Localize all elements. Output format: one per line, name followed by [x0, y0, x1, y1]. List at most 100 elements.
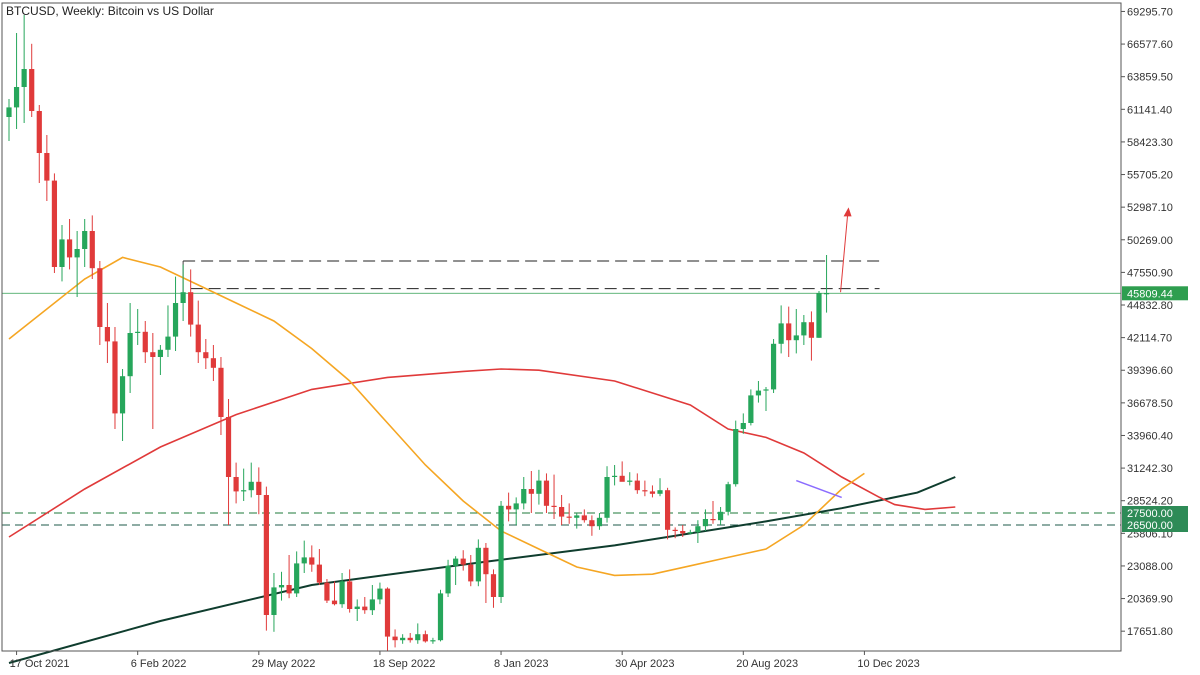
candle-body: [521, 489, 527, 504]
candle-body: [150, 352, 156, 357]
candle: [195, 300, 201, 363]
candle-body: [415, 634, 421, 641]
candle: [702, 509, 709, 531]
candle-body: [241, 490, 247, 492]
candle-body: [612, 475, 618, 477]
candle-body: [710, 519, 716, 521]
candle: [680, 525, 686, 537]
candle: [422, 630, 428, 643]
candle-body: [513, 503, 519, 510]
candle: [400, 634, 406, 644]
candle-body: [619, 475, 625, 482]
y-tick-label: 52987.10: [1127, 202, 1173, 214]
candle: [59, 225, 65, 282]
candle-body: [29, 69, 35, 111]
candle-body: [445, 565, 451, 594]
candle: [490, 569, 497, 608]
candle-body: [733, 429, 739, 485]
candle: [437, 589, 444, 642]
candle-body: [392, 636, 398, 641]
candle: [51, 173, 58, 273]
level-badge-label: 27500.00: [1127, 508, 1173, 520]
y-tick-label: 17651.80: [1127, 626, 1173, 638]
x-tick-label: 29 May 2022: [252, 658, 316, 670]
candle: [331, 581, 338, 606]
candle: [225, 399, 232, 525]
y-tick-label: 47550.90: [1127, 267, 1173, 279]
y-tick-label: 63859.50: [1127, 72, 1173, 84]
candle-body: [430, 640, 436, 642]
candle-body: [119, 376, 126, 414]
candle: [710, 501, 716, 524]
candle: [6, 99, 12, 141]
y-tick-label: 42114.70: [1127, 333, 1172, 345]
candle: [112, 327, 118, 429]
axes: 69295.70 66577.60 63859.50 61141.40 58423.30…: [1, 2, 1188, 670]
candle-body: [331, 600, 338, 605]
candle: [241, 468, 247, 501]
candle-body: [263, 495, 269, 615]
forecast-arrow-line: [840, 215, 849, 293]
candle-body: [59, 239, 65, 267]
candle-body: [506, 505, 512, 510]
y-tick-label: 33960.40: [1127, 430, 1173, 442]
candle-body: [543, 480, 550, 506]
candle: [248, 462, 254, 498]
candle: [506, 492, 512, 522]
y-tick-label: 20369.90: [1127, 594, 1173, 606]
candle: [142, 321, 148, 363]
candle-body: [66, 239, 73, 258]
candle-body: [301, 557, 307, 564]
level-badge: [1122, 518, 1188, 532]
y-tick-label: 58423.30: [1127, 137, 1173, 149]
x-tick-label: 10 Dec 2023: [857, 658, 919, 670]
candle-body: [74, 249, 80, 258]
candle-body: [172, 303, 179, 337]
candle: [157, 345, 163, 375]
candle-body: [483, 547, 489, 575]
candle-body: [725, 484, 731, 512]
candle-body: [256, 481, 262, 495]
candle-body: [740, 423, 746, 429]
level-badge-label: 26500.00: [1127, 520, 1173, 532]
candle-body: [657, 490, 663, 494]
candle: [657, 478, 663, 497]
forecast-arrow-head: [843, 207, 852, 217]
candle: [664, 487, 671, 540]
candle: [180, 264, 186, 321]
x-tick-label: 20 Aug 2023: [736, 658, 798, 670]
candle-body: [453, 558, 459, 566]
candle-body: [400, 637, 406, 641]
candle: [430, 637, 436, 644]
candle: [44, 135, 50, 201]
candle-body: [188, 292, 194, 325]
candle-body: [278, 585, 285, 588]
candle-body: [89, 231, 95, 269]
candle: [612, 465, 618, 486]
candle-body: [672, 529, 678, 531]
candle-body: [127, 333, 133, 377]
candle: [498, 501, 504, 603]
current-price-badge-label: 45809.44: [1127, 288, 1173, 300]
chart-title: BTCUSD, Weekly: Bitcoin vs US Dollar: [6, 4, 214, 18]
candle: [36, 105, 42, 183]
candle: [392, 629, 398, 648]
candle-body: [377, 588, 383, 600]
candle: [301, 540, 307, 573]
candle-body: [21, 69, 27, 87]
candle-body: [6, 107, 12, 117]
candle: [203, 339, 209, 369]
candle: [165, 305, 171, 357]
candle: [263, 486, 269, 631]
candle: [74, 231, 80, 297]
candle-body: [354, 606, 360, 609]
candle-body: [157, 349, 163, 357]
candle: [581, 509, 587, 523]
level-badge: [1122, 506, 1188, 520]
candle-body: [407, 637, 413, 641]
y-tick-label: 55705.20: [1127, 170, 1173, 182]
candle-body: [559, 507, 565, 517]
candle: [733, 420, 739, 487]
x-tick-label: 6 Feb 2022: [131, 658, 187, 670]
